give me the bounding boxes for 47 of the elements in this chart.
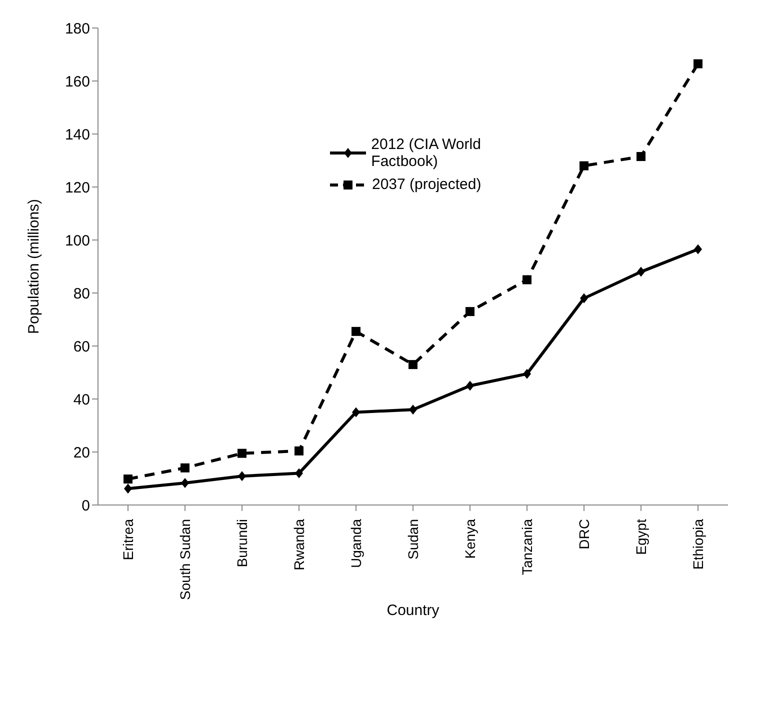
point <box>580 293 588 304</box>
point <box>238 471 246 482</box>
point <box>522 275 532 284</box>
legend-label: 2012 (CIA World Factbook) <box>371 136 482 170</box>
point <box>352 407 360 418</box>
x-axis-title: Country <box>386 602 440 619</box>
y-tick-label: 160 <box>64 73 90 90</box>
x-tick-label: Burundi <box>234 519 250 568</box>
point <box>694 244 702 254</box>
y-tick-label: 40 <box>73 391 90 408</box>
point <box>466 380 474 391</box>
point <box>523 368 531 379</box>
y-tick-label: 20 <box>73 444 90 462</box>
point <box>352 326 360 336</box>
x-tick-label: South Sudan <box>177 519 193 600</box>
point <box>180 463 190 472</box>
point <box>124 474 132 484</box>
x-tick-label: Rwanda <box>291 518 307 570</box>
y-tick-label: 140 <box>64 126 90 144</box>
point <box>294 446 304 456</box>
x-tick-label: Tanzania <box>519 518 535 576</box>
point <box>466 307 474 316</box>
y-tick-label: 180 <box>64 20 90 38</box>
point <box>580 161 588 170</box>
x-tick-label: Uganda <box>348 518 364 568</box>
x-tick-label: Eritrea <box>120 518 136 560</box>
point <box>636 152 646 162</box>
point <box>295 468 303 478</box>
y-tick-label: 120 <box>64 179 90 196</box>
x-tick-label: Egypt <box>633 518 649 555</box>
y-tick-label: 80 <box>73 285 90 302</box>
y-axis-title: Population (millions) <box>25 198 42 334</box>
point <box>694 59 702 68</box>
point <box>238 448 246 458</box>
y-tick-label: 100 <box>64 232 90 250</box>
x-tick-label: Ethiopia <box>690 518 706 570</box>
x-tick-label: DRC <box>576 519 592 550</box>
y-tick-label: 60 <box>73 338 90 356</box>
x-tick-label: Sudan <box>405 519 421 560</box>
point <box>409 404 417 415</box>
point <box>181 478 189 488</box>
y-tick-label: 0 <box>82 497 90 514</box>
x-tick-label: Kenya <box>462 518 478 559</box>
point <box>124 484 132 494</box>
legend-label: 2037 (projected) <box>372 176 482 193</box>
point <box>637 266 645 277</box>
point <box>408 360 418 370</box>
